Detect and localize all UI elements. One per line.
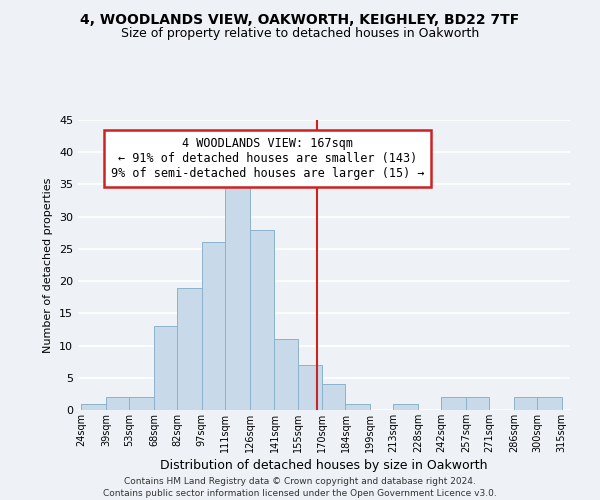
Text: Size of property relative to detached houses in Oakworth: Size of property relative to detached ho… — [121, 28, 479, 40]
Bar — [177, 288, 202, 410]
Bar — [82, 404, 106, 410]
Bar — [346, 404, 370, 410]
Bar — [106, 397, 129, 410]
Text: Contains HM Land Registry data © Crown copyright and database right 2024.: Contains HM Land Registry data © Crown c… — [124, 478, 476, 486]
Bar — [274, 339, 298, 410]
Y-axis label: Number of detached properties: Number of detached properties — [43, 178, 53, 352]
Bar — [537, 397, 562, 410]
Bar — [225, 172, 250, 410]
Bar — [154, 326, 177, 410]
Bar — [322, 384, 346, 410]
Bar — [514, 397, 537, 410]
Bar — [441, 397, 466, 410]
Bar — [202, 242, 225, 410]
Text: 4 WOODLANDS VIEW: 167sqm
← 91% of detached houses are smaller (143)
9% of semi-d: 4 WOODLANDS VIEW: 167sqm ← 91% of detach… — [110, 138, 424, 180]
Bar — [129, 397, 154, 410]
Bar — [466, 397, 489, 410]
Bar — [298, 365, 322, 410]
Text: Contains public sector information licensed under the Open Government Licence v3: Contains public sector information licen… — [103, 489, 497, 498]
X-axis label: Distribution of detached houses by size in Oakworth: Distribution of detached houses by size … — [160, 459, 488, 472]
Bar — [394, 404, 418, 410]
Bar — [250, 230, 274, 410]
Text: 4, WOODLANDS VIEW, OAKWORTH, KEIGHLEY, BD22 7TF: 4, WOODLANDS VIEW, OAKWORTH, KEIGHLEY, B… — [80, 12, 520, 26]
